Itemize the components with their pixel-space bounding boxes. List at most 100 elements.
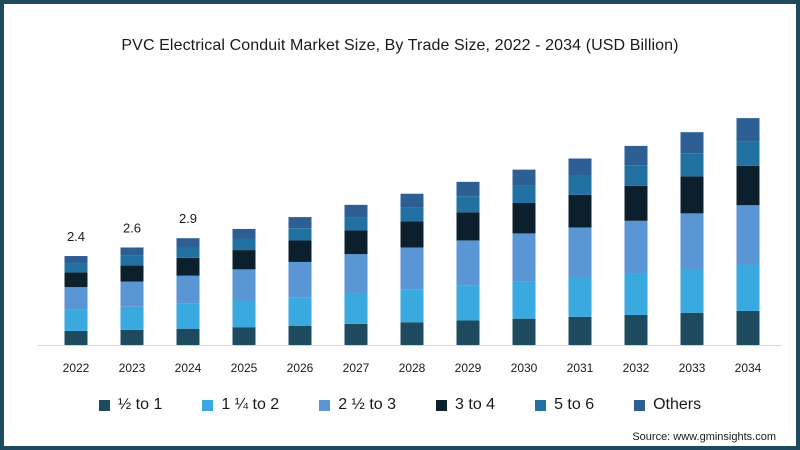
bar-segment-2025-1: [232, 300, 256, 328]
bar-segment-2030-4: [512, 185, 536, 203]
legend-swatch: [98, 399, 110, 411]
bar-segment-2032-4: [624, 165, 648, 186]
bar-stack-2033: [680, 132, 704, 345]
bar-stack-2022: [64, 256, 88, 345]
bar-segment-2032-5: [624, 145, 648, 166]
total-label: 2.6: [123, 220, 141, 235]
bar-stack-2024: [176, 238, 200, 345]
bar-stack-2029: [456, 181, 480, 345]
bar-segment-2034-2: [736, 205, 760, 265]
legend-item: Others: [634, 396, 701, 414]
bar-segment-2028-1: [400, 289, 424, 323]
bar-segment-2031-5: [568, 158, 592, 176]
x-tick-label: 2032: [623, 361, 650, 375]
bar-segment-2024-5: [176, 238, 200, 248]
bar-segment-2031-3: [568, 194, 592, 228]
bar-segment-2027-0: [344, 323, 368, 345]
bar-segment-2029-2: [456, 240, 480, 286]
bar-stack-2031: [568, 158, 592, 345]
bar-segment-2024-1: [176, 303, 200, 329]
bar-segment-2022-3: [64, 272, 88, 288]
legend-swatch: [634, 399, 646, 411]
total-label: 2.4: [67, 229, 85, 244]
bar-segment-2030-0: [512, 318, 536, 345]
legend-label: 3 to 4: [455, 396, 496, 413]
bar-segment-2025-0: [232, 327, 256, 345]
legend-swatch: [436, 399, 448, 411]
bar-stack-2032: [624, 145, 648, 345]
bar-segment-2024-2: [176, 275, 200, 304]
x-tick-label: 2027: [343, 361, 370, 375]
x-tick-label: 2026: [287, 361, 314, 375]
bar-segment-2025-3: [232, 250, 256, 270]
bar-segment-2023-3: [120, 265, 144, 282]
bar-segment-2032-2: [624, 220, 648, 274]
bar-stack-2023: [120, 247, 144, 345]
bar-segment-2026-4: [288, 228, 312, 241]
bar-segment-2031-4: [568, 175, 592, 195]
bar-segment-2030-5: [512, 169, 536, 186]
bar-segment-2027-1: [344, 293, 368, 324]
bar-segment-2026-5: [288, 217, 312, 229]
legend-swatch: [319, 399, 331, 411]
chart-legend: ½ to 1 1 ¼ to 2 2 ½ to 3 3 to 4 5 to 6 Others: [4, 396, 796, 414]
bar-segment-2026-1: [288, 297, 312, 326]
bar-segment-2032-1: [624, 273, 648, 315]
bar-segment-2022-5: [64, 256, 88, 264]
bar-segment-2026-2: [288, 261, 312, 298]
bar-stack-2034: [736, 118, 760, 345]
bar-segment-2027-3: [344, 230, 368, 255]
total-labels: 2.4 2.6 2.9: [67, 211, 197, 244]
x-tick-label: 2024: [175, 361, 202, 375]
x-tick-label: 2031: [567, 361, 594, 375]
bar-segment-2034-0: [736, 310, 760, 345]
bar-segment-2032-3: [624, 185, 648, 221]
bar-segment-2032-0: [624, 314, 648, 345]
bar-segment-2028-3: [400, 221, 424, 248]
bar-segment-2030-1: [512, 281, 536, 319]
bar-segment-2023-0: [120, 329, 144, 345]
stacked-bar-chart: 2022 2023 2024 2025 2026 2027 2028 2029 2030 2031…: [38, 118, 782, 375]
bar-segment-2029-3: [456, 212, 480, 241]
bar-segment-2027-5: [344, 204, 368, 218]
bar-segment-2034-1: [736, 264, 760, 311]
bar-segment-2024-3: [176, 257, 200, 276]
x-tick-label: 2030: [511, 361, 538, 375]
x-tick-label: 2034: [735, 361, 762, 375]
legend-item: 3 to 4: [436, 396, 495, 414]
x-tick-label: 2023: [119, 361, 146, 375]
bar-segment-2033-4: [680, 153, 704, 177]
bar-segment-2027-4: [344, 217, 368, 231]
bar-segment-2030-3: [512, 203, 536, 234]
bar-segment-2028-0: [400, 322, 424, 345]
x-tick-label: 2028: [399, 361, 426, 375]
bar-segment-2033-2: [680, 213, 704, 269]
bar-segment-2022-4: [64, 263, 88, 273]
bar-segment-2028-2: [400, 247, 424, 290]
bar-segment-2025-5: [232, 228, 256, 239]
bar-segment-2033-1: [680, 268, 704, 313]
legend-label: Others: [653, 396, 702, 413]
legend-item: ½ to 1: [98, 396, 163, 414]
bar-segment-2023-2: [120, 281, 144, 307]
bar-segment-2026-0: [288, 325, 312, 345]
bar-segment-2028-4: [400, 207, 424, 222]
bar-segment-2023-1: [120, 306, 144, 330]
bar-segment-2025-2: [232, 269, 256, 301]
legend-swatch: [202, 399, 214, 411]
x-tick-label: 2025: [231, 361, 258, 375]
bar-segment-2031-1: [568, 277, 592, 317]
x-tick-label: 2029: [455, 361, 482, 375]
bar-stack-2026: [288, 217, 312, 345]
bar-segment-2034-4: [736, 141, 760, 166]
legend-item: 2 ½ to 3: [319, 396, 396, 414]
legend-item: 1 ¼ to 2: [202, 396, 279, 414]
chart-title: PVC Electrical Conduit Market Size, By T…: [121, 37, 679, 54]
x-tick-labels: 2022 2023 2024 2025 2026 2027 2028 2029 2030 2031…: [63, 361, 762, 375]
bar-segment-2024-4: [176, 247, 200, 258]
bar-segment-2024-0: [176, 328, 200, 345]
bar-segment-2028-5: [400, 193, 424, 208]
legend-label: ½ to 1: [117, 396, 163, 413]
bar-segment-2023-5: [120, 247, 144, 256]
